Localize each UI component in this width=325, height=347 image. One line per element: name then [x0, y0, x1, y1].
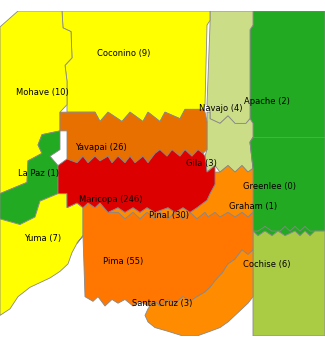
Text: Yuma (7): Yuma (7) — [24, 234, 61, 243]
Text: Graham (1): Graham (1) — [229, 202, 278, 211]
Polygon shape — [207, 11, 253, 124]
Text: Apache (2): Apache (2) — [243, 98, 290, 107]
Text: Navajo (4): Navajo (4) — [199, 104, 243, 113]
Polygon shape — [0, 131, 60, 225]
Polygon shape — [205, 112, 253, 172]
Polygon shape — [58, 150, 215, 212]
Polygon shape — [250, 137, 325, 231]
Polygon shape — [0, 194, 83, 315]
Text: La Paz (1): La Paz (1) — [19, 169, 59, 178]
Polygon shape — [250, 137, 325, 236]
Text: Cochise (6): Cochise (6) — [243, 260, 290, 269]
Polygon shape — [108, 166, 253, 219]
Polygon shape — [62, 11, 210, 121]
Text: Yavapai (26): Yavapai (26) — [75, 143, 127, 152]
Polygon shape — [145, 250, 253, 336]
Text: Santa Cruz (3): Santa Cruz (3) — [132, 299, 193, 308]
Polygon shape — [0, 11, 72, 194]
Polygon shape — [77, 203, 253, 306]
Polygon shape — [250, 11, 325, 137]
Text: Mohave (10): Mohave (10) — [16, 88, 69, 97]
Text: Pinal (30): Pinal (30) — [149, 211, 189, 220]
Text: Maricopa (246): Maricopa (246) — [79, 195, 142, 204]
Text: Greenlee (0): Greenlee (0) — [243, 182, 296, 191]
Polygon shape — [253, 231, 325, 336]
Text: Pima (55): Pima (55) — [103, 257, 144, 266]
Text: Gila (3): Gila (3) — [186, 159, 217, 168]
Polygon shape — [60, 109, 207, 163]
Text: Coconino (9): Coconino (9) — [97, 49, 150, 58]
